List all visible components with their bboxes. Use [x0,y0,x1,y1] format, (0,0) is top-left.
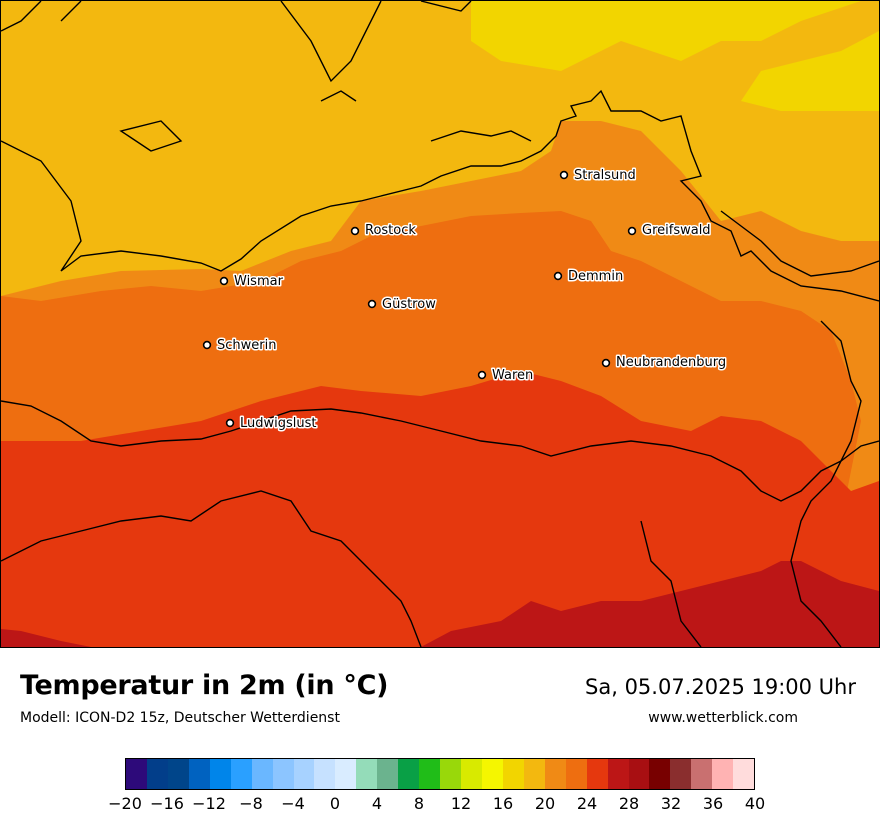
city-label: Greifswald [642,223,711,238]
scale-tick-label: 32 [660,794,682,813]
city-marker[interactable]: Greifswald [627,222,712,240]
city-marker[interactable]: Ludwigslust [225,415,318,433]
color-swatch [251,759,273,789]
color-swatch [230,759,252,789]
scale-tick-label: −8 [239,794,263,813]
city-marker[interactable]: Güstrow [367,296,438,314]
coastline-north [1,1,472,83]
city-label: Stralsund [574,168,636,183]
color-swatch [481,759,503,789]
border-east [790,320,862,647]
color-swatch [188,759,210,789]
city-label: Waren [492,368,533,383]
city-marker[interactable]: Neubrandenburg [601,354,728,372]
border-south [1,490,422,647]
scale-tick-label: 36 [702,794,724,813]
color-swatch [691,759,713,789]
color-swatch [565,759,587,789]
color-swatch [167,759,189,789]
color-swatch [377,759,399,789]
city-marker[interactable]: Wismar [219,273,285,291]
color-legend: −20 −16 −12 −8 −4 0 4 8 12 16 20 24 28 32 36 40 [0,758,880,830]
city-layer: Stralsund Rostock Greifswald Wismar Demm… [202,167,728,433]
color-swatch [314,759,336,789]
color-swatch [649,759,671,789]
band-t26-28-west [1,629,91,647]
color-swatch [398,759,420,789]
map-title: Temperatur in 2m (in °C) [20,670,389,701]
color-swatch [502,759,524,789]
scale-tick-label: 20 [534,794,556,813]
city-label: Neubrandenburg [616,355,726,370]
city-marker[interactable]: Waren [477,367,535,385]
color-swatch [628,759,650,789]
color-swatch [209,759,231,789]
color-swatch [419,759,441,789]
color-scale-bar [125,758,755,790]
model-info: Modell: ICON-D2 15z, Deutscher Wetterdie… [20,710,340,726]
color-swatch [670,759,692,789]
color-swatch [544,759,566,789]
city-label: Rostock [365,223,416,238]
city-label: Güstrow [382,297,436,312]
color-swatch [586,759,608,789]
city-label: Demmin [568,269,623,284]
color-swatch [293,759,315,789]
scale-tick-label: 0 [329,794,341,813]
band-t24-26 [1,371,879,647]
temperature-map[interactable]: Stralsund Rostock Greifswald Wismar Demm… [0,0,880,648]
city-marker[interactable]: Stralsund [559,167,637,185]
city-label: Schwerin [217,338,276,353]
city-marker[interactable]: Rostock [350,222,418,240]
color-swatch [335,759,357,789]
color-swatch [523,759,545,789]
band-t26-28 [421,561,879,647]
color-swatch [607,759,629,789]
scale-tick-label: −16 [150,794,184,813]
city-marker[interactable]: Demmin [553,268,625,286]
color-swatch [712,759,734,789]
footer: Temperatur in 2m (in °C) Modell: ICON-D2… [0,648,880,830]
coastline-layer [1,1,879,647]
border-state [1,400,879,502]
color-swatch [272,759,294,789]
scale-tick-label: 40 [744,794,766,813]
coastline-sweden [119,90,532,152]
scale-tick-label: 28 [618,794,640,813]
color-swatch [440,759,461,789]
coastline-east [720,210,879,277]
city-marker[interactable]: Schwerin [202,337,278,355]
city-label: Wismar [234,274,284,289]
color-swatch [126,759,147,789]
scale-tick-label: −4 [281,794,305,813]
forecast-datetime: Sa, 05.07.2025 19:00 Uhr [585,675,856,699]
scale-tick-label: 24 [576,794,598,813]
scale-tick-label: 16 [492,794,514,813]
scale-tick-label: −20 [108,794,142,813]
color-swatch [733,759,755,789]
color-swatch [461,759,482,789]
scale-tick-label: 12 [450,794,472,813]
website-link[interactable]: www.wetterblick.com [648,710,798,726]
border-river [640,520,702,647]
city-label: Ludwigslust [240,416,317,431]
scale-tick-label: 8 [413,794,425,813]
color-swatch [356,759,378,789]
map-canvas: Stralsund Rostock Greifswald Wismar Demm… [1,1,879,647]
color-swatch [146,759,168,789]
scale-tick-label: 4 [371,794,383,813]
coastline-west [1,89,879,302]
scale-tick-label: −12 [192,794,226,813]
